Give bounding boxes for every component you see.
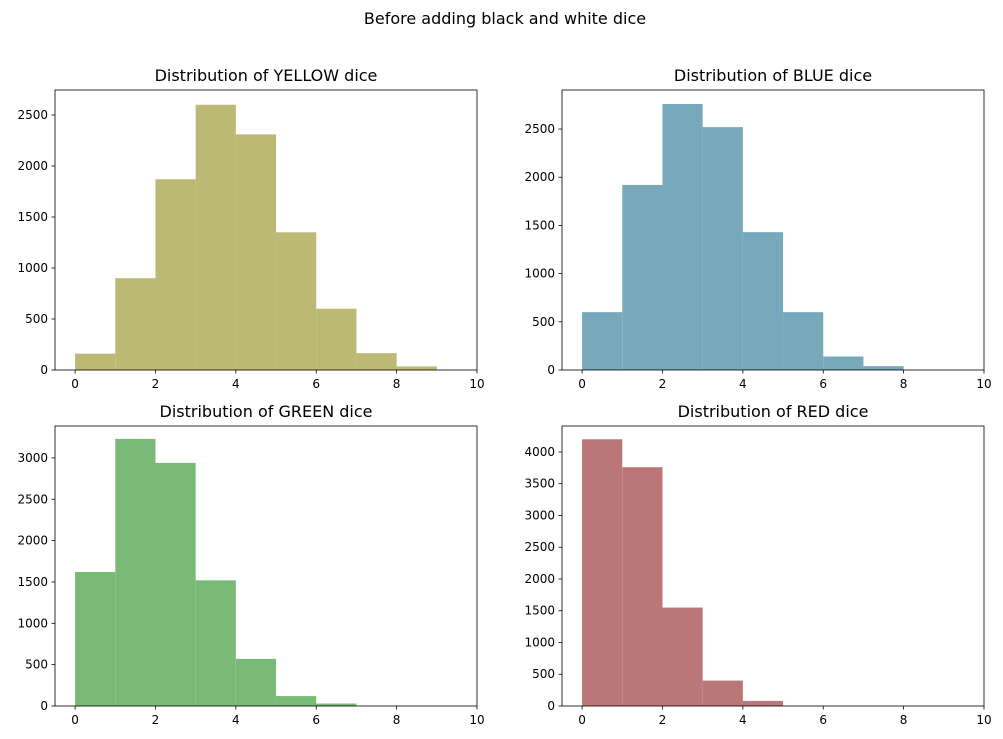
x-tick-label: 4 <box>232 377 240 391</box>
x-tick-label: 2 <box>659 713 667 727</box>
bar <box>155 179 196 370</box>
chart-title: Distribution of GREEN dice <box>160 402 373 421</box>
x-tick-label: 0 <box>578 377 586 391</box>
x-tick-label: 2 <box>152 377 160 391</box>
y-tick-label: 1500 <box>17 575 48 589</box>
y-tick-label: 2000 <box>17 159 48 173</box>
chart-title: Distribution of BLUE dice <box>674 66 872 85</box>
y-tick-label: 500 <box>25 312 48 326</box>
x-tick-label: 0 <box>71 377 79 391</box>
y-tick-label: 500 <box>532 315 555 329</box>
bar <box>75 572 116 706</box>
bar <box>155 462 196 706</box>
y-tick-label: 1000 <box>524 635 555 649</box>
x-tick-label: 8 <box>393 713 401 727</box>
x-tick-label: 8 <box>900 713 908 727</box>
bar <box>582 439 623 706</box>
bar <box>783 312 824 370</box>
x-tick-label: 8 <box>393 377 401 391</box>
x-tick-label: 0 <box>71 713 79 727</box>
axes-frame <box>561 89 985 371</box>
y-tick-label: 3000 <box>17 451 48 465</box>
bar <box>702 680 743 706</box>
bar <box>662 607 703 706</box>
bar <box>823 356 864 370</box>
y-tick-label: 2500 <box>17 492 48 506</box>
y-tick-label: 3500 <box>524 477 555 491</box>
x-tick-label: 10 <box>976 713 991 727</box>
bar <box>276 696 317 706</box>
y-tick-label: 2000 <box>524 572 555 586</box>
bar <box>75 353 116 370</box>
bar <box>622 184 663 370</box>
y-tick-label: 2500 <box>524 540 555 554</box>
figure-title: Before adding black and white dice <box>364 9 646 28</box>
y-tick-label: 0 <box>547 363 555 377</box>
bar <box>396 366 437 370</box>
bar <box>316 308 357 370</box>
bar <box>622 467 663 706</box>
y-tick-label: 500 <box>532 667 555 681</box>
y-tick-label: 2500 <box>17 108 48 122</box>
x-tick-label: 10 <box>469 377 484 391</box>
bar <box>702 127 743 371</box>
y-tick-label: 500 <box>25 658 48 672</box>
bar <box>863 366 904 370</box>
axes-frame <box>54 89 478 371</box>
x-tick-label: 6 <box>312 377 320 391</box>
y-tick-label: 1500 <box>524 604 555 618</box>
x-tick-label: 6 <box>312 713 320 727</box>
x-tick-label: 8 <box>900 377 908 391</box>
bar <box>356 353 397 370</box>
axes-frame <box>54 425 478 707</box>
x-tick-label: 2 <box>152 713 160 727</box>
y-tick-label: 2500 <box>524 122 555 136</box>
bar <box>195 580 236 706</box>
x-tick-label: 10 <box>469 713 484 727</box>
y-tick-label: 1000 <box>17 616 48 630</box>
bar <box>742 232 784 370</box>
y-tick-label: 2000 <box>524 170 555 184</box>
chart-title: Distribution of YELLOW dice <box>155 66 378 85</box>
y-tick-label: 1000 <box>17 261 48 275</box>
y-tick-label: 0 <box>547 699 555 713</box>
axes-frame <box>561 425 985 707</box>
x-tick-label: 6 <box>819 713 827 727</box>
chart-title: Distribution of RED dice <box>678 402 869 421</box>
x-tick-label: 4 <box>739 713 747 727</box>
bar <box>115 278 156 370</box>
y-tick-label: 0 <box>40 699 48 713</box>
y-tick-label: 2000 <box>17 534 48 548</box>
y-tick-label: 3000 <box>524 508 555 522</box>
bar <box>662 103 703 371</box>
x-tick-label: 4 <box>232 713 240 727</box>
y-tick-label: 1000 <box>524 267 555 281</box>
bar <box>115 438 156 706</box>
y-tick-label: 4000 <box>524 445 555 459</box>
y-tick-label: 0 <box>40 363 48 377</box>
bar <box>742 700 784 706</box>
y-tick-label: 1500 <box>524 218 555 232</box>
bar <box>235 658 277 706</box>
bar <box>235 134 277 370</box>
bar <box>276 232 317 370</box>
x-tick-label: 0 <box>578 713 586 727</box>
x-tick-label: 4 <box>739 377 747 391</box>
x-tick-label: 2 <box>659 377 667 391</box>
bar <box>195 104 236 370</box>
x-tick-label: 6 <box>819 377 827 391</box>
y-tick-label: 1500 <box>17 210 48 224</box>
bar <box>582 312 623 370</box>
x-tick-label: 10 <box>976 377 991 391</box>
bar <box>316 703 357 706</box>
